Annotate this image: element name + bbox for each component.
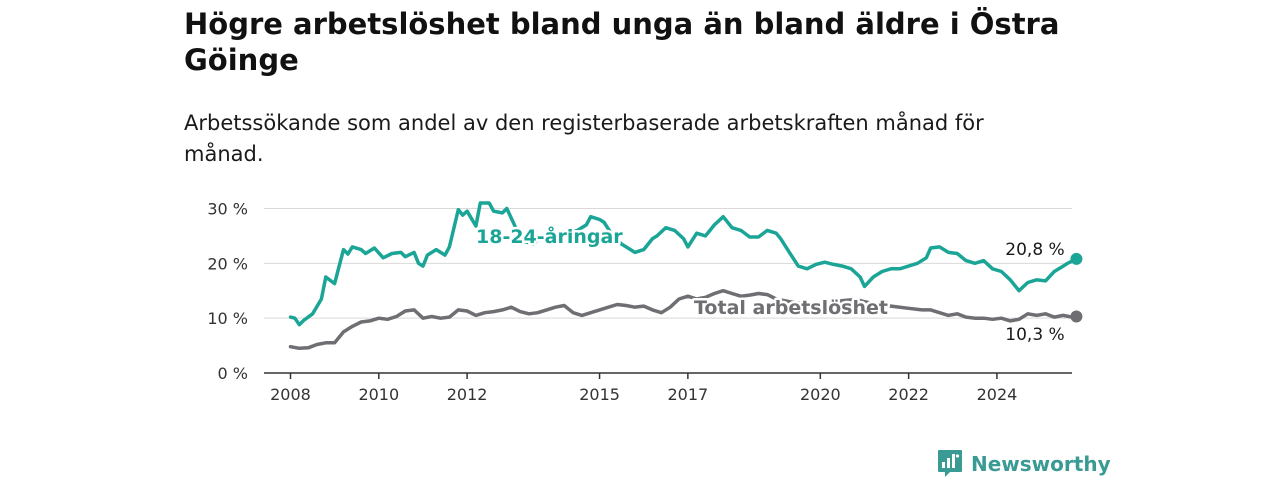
y-tick-label: 0 %	[218, 364, 248, 383]
y-tick-label: 20 %	[207, 254, 248, 273]
newsworthy-logo: Newsworthy	[937, 449, 1111, 479]
x-tick-label: 2012	[447, 385, 488, 404]
x-tick-label: 2010	[358, 385, 399, 404]
x-tick-label: 2022	[888, 385, 929, 404]
end-point-total	[1070, 310, 1083, 323]
series-labels: 18-24-åringar Total arbetslöshet 20,8 % 10,…	[474, 222, 1067, 348]
series-label-total: Total arbetslöshet	[694, 297, 888, 319]
x-tick-label: 2015	[579, 385, 620, 404]
x-tick-label: 2020	[800, 385, 841, 404]
brand-name: Newsworthy	[971, 452, 1111, 476]
end-label-young: 20,8 %	[1005, 240, 1064, 260]
line-chart: 0 % 10 % 20 % 30 % 2008 2010 2012 2015 2017 2020…	[207, 199, 1083, 404]
y-tick-label: 30 %	[207, 199, 248, 218]
newsworthy-logo-icon	[938, 450, 962, 477]
end-point-young	[1070, 252, 1083, 265]
grid-lines	[264, 207, 1072, 319]
series-line-young	[288, 201, 1079, 327]
x-tick-label: 2008	[270, 385, 311, 404]
x-tick-label: 2017	[668, 385, 709, 404]
series-line-total	[288, 288, 1079, 351]
end-label-total: 10,3 %	[1005, 325, 1064, 345]
y-axis-ticks: 0 % 10 % 20 % 30 %	[207, 199, 248, 383]
series-group	[288, 201, 1083, 351]
x-axis: 2008 2010 2012 2015 2017 2020 2022 2024	[264, 372, 1072, 404]
y-tick-label: 10 %	[207, 309, 248, 328]
chart-title: Högre arbetslöshet bland unga än bland ä…	[184, 7, 1060, 77]
chart-subtitle: Arbetssökande som andel av den registerb…	[184, 111, 984, 166]
x-tick-label: 2024	[977, 385, 1018, 404]
series-label-young: 18-24-åringar	[476, 224, 623, 248]
